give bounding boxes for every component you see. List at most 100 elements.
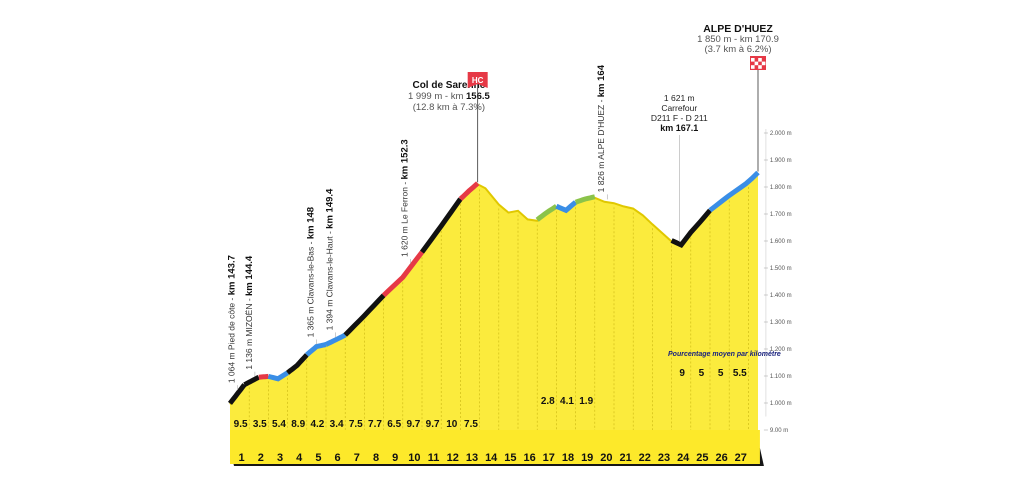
profile-fill xyxy=(230,173,758,434)
finish-title: ALPE D'HUEZ xyxy=(703,23,773,35)
gradient-segment xyxy=(267,370,289,382)
sarenne-alt: 1 999 m - km xyxy=(408,91,466,102)
altitude-tick-label: 9.00 m xyxy=(770,428,788,434)
altitude-tick-label: 1.900 m xyxy=(770,158,792,164)
gradient-segment xyxy=(286,353,309,375)
km-number: 10 xyxy=(408,452,420,464)
gradient-value: 8.9 xyxy=(291,419,305,430)
finish-flag-check xyxy=(754,61,759,66)
gradient-value: 1.9 xyxy=(579,396,593,407)
km-number: 7 xyxy=(354,452,360,464)
gradient-value: 2.8 xyxy=(541,396,555,407)
km-number: 1 xyxy=(239,452,245,464)
carrefour-line: D211 F - D 211 xyxy=(651,113,708,123)
gradient-value: 5.4 xyxy=(272,419,286,430)
finish-flag-check xyxy=(758,58,762,62)
gradient-segment xyxy=(324,332,347,347)
km-number: 24 xyxy=(677,452,690,464)
km-number: 15 xyxy=(504,452,516,464)
hc-flag-icon xyxy=(467,72,488,88)
km-stripes xyxy=(248,186,749,432)
km-number: 11 xyxy=(428,452,440,464)
hc-flag-label: HC xyxy=(472,76,484,85)
gradient-segment xyxy=(708,170,760,213)
km-number: 13 xyxy=(466,452,478,464)
gradient-segment xyxy=(535,204,558,222)
km-number: 17 xyxy=(543,452,555,464)
point-label-place: 1 620 m Le Ferron - xyxy=(399,179,409,256)
km-number: 22 xyxy=(639,452,651,464)
km-number: 4 xyxy=(296,452,303,464)
carrefour-line: Carrefour xyxy=(661,103,697,113)
gradient-segment xyxy=(243,374,260,387)
altitude-tick-label: 1.200 m xyxy=(770,347,792,353)
altitude-tick-label: 1.600 m xyxy=(770,239,792,245)
point-label-place: 1 365 m Clavans-le-Bas - xyxy=(305,239,315,337)
point-label-place: 1 826 m ALPE D'HUEZ - xyxy=(596,97,606,192)
altitude-tick-label: 1.700 m xyxy=(770,212,792,218)
gradient-segment xyxy=(419,197,463,254)
gradient-value: 7.5 xyxy=(464,419,478,430)
gradient-value: 6.5 xyxy=(387,419,401,430)
km-number: 16 xyxy=(523,452,535,464)
gradient-value: 5 xyxy=(718,368,724,379)
km-number: 14 xyxy=(485,452,498,464)
profile-line xyxy=(228,170,760,406)
point-label-km: km 164 xyxy=(596,64,607,97)
gradient-segment xyxy=(574,194,596,205)
point-label-km: km 148 xyxy=(305,207,316,239)
point-label: 1 365 m Clavans-le-Bas - km 148 xyxy=(305,207,316,338)
finish-line2: (3.7 km à 6.2%) xyxy=(704,44,771,55)
gradient-value: 7.5 xyxy=(349,419,363,430)
finish-flag-check xyxy=(758,65,762,69)
altitude-tick-label: 1.100 m xyxy=(770,374,792,380)
km-number: 18 xyxy=(562,452,574,464)
gradient-segment xyxy=(458,181,480,201)
profile-area xyxy=(230,173,758,434)
gradient-value: 3.5 xyxy=(253,419,267,430)
gradient-value: 9.7 xyxy=(406,419,420,430)
km-number: 20 xyxy=(600,452,612,464)
finish-flag-check xyxy=(751,65,755,69)
point-label: 1 136 m MIZOËN - km 144.4 xyxy=(244,255,255,370)
point-labels: 1 064 m Pied de côte - km 143.7 1 136 m M… xyxy=(227,64,608,391)
altitude-tick-label: 2.000 m xyxy=(770,131,792,137)
finish-line1: 1 850 m - km 170.9 xyxy=(697,34,779,45)
km-number: 9 xyxy=(392,452,398,464)
point-label-place: 1 064 m Pied de côte - xyxy=(227,295,237,383)
gradient-segment xyxy=(228,383,247,405)
carrefour-km: km 167.1 xyxy=(660,123,698,133)
gradient-value: 9.5 xyxy=(234,419,248,430)
point-label: 1 064 m Pied de côte - km 143.7 xyxy=(227,255,238,383)
gradient-band xyxy=(230,430,760,448)
km-number: 21 xyxy=(619,452,631,464)
point-label-place: 1 136 m MIZOËN - xyxy=(244,296,254,370)
point-label-km: km 149.4 xyxy=(325,188,336,229)
altitude-tick-label: 1.000 m xyxy=(770,401,792,407)
gradient-value: 9 xyxy=(679,368,685,379)
km-number: 23 xyxy=(658,452,670,464)
km-number: 19 xyxy=(581,452,593,464)
sarenne-title: Col de Sarenne xyxy=(412,80,485,91)
finish-flag-check xyxy=(751,58,755,62)
gradient-segment xyxy=(670,208,712,249)
km-number: 25 xyxy=(696,452,708,464)
km-number: 6 xyxy=(335,452,341,464)
gradient-segment xyxy=(258,373,269,380)
gradient-segment xyxy=(343,293,386,337)
point-label-km: km 152.3 xyxy=(399,139,410,179)
point-label-place: 1 394 m Clavans-le-Haut - xyxy=(325,229,335,331)
gradient-segment xyxy=(305,342,327,357)
gradient-value: 7.7 xyxy=(368,419,382,430)
km-number: 8 xyxy=(373,452,379,464)
point-label: 1 826 m ALPE D'HUEZ - km 164 xyxy=(596,64,607,192)
gradient-value: 9.7 xyxy=(426,419,440,430)
km-number: 26 xyxy=(715,452,727,464)
point-label-km: km 143.7 xyxy=(227,255,238,295)
gradient-value: 10 xyxy=(446,419,458,430)
km-base-band: 1 2 3 4 5 6 7 8 9 10 11 12 13 14 15 16 17 18 19 20 21 22 23 24 2… xyxy=(230,368,764,466)
km-number: 12 xyxy=(447,452,459,464)
gradient-value: 4.1 xyxy=(560,396,574,407)
altitude-tick-label: 1.500 m xyxy=(770,266,792,272)
